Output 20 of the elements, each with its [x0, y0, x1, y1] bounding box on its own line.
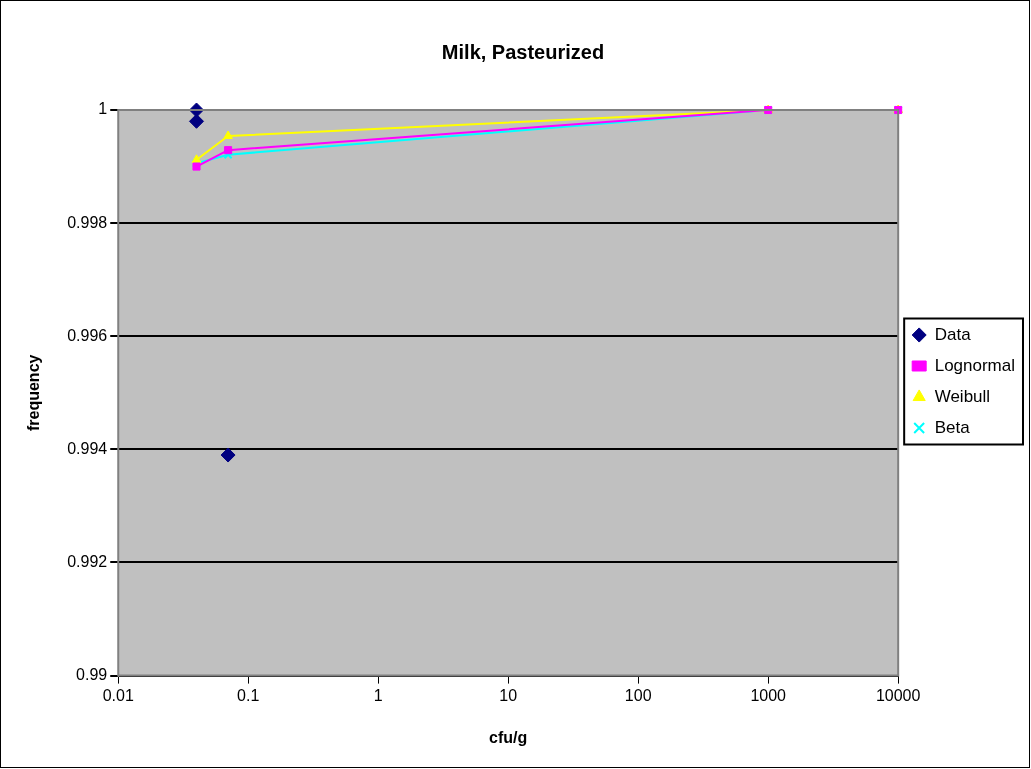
legend-label: Lognormal: [934, 355, 1015, 375]
x-tick-label: 1: [373, 686, 383, 704]
x-axis-title: cfu/g: [489, 728, 528, 746]
y-tick-label: 0.994: [67, 439, 108, 457]
x-tick-label: 1000: [750, 686, 787, 704]
legend-label: Beta: [934, 417, 971, 437]
x-tick-label: 10000: [875, 686, 921, 704]
legend-label: Data: [934, 324, 972, 344]
y-tick-label: 0.998: [67, 213, 108, 231]
y-tick-label: 0.996: [67, 326, 108, 344]
legend-label: Weibull: [934, 386, 991, 406]
y-tick-label: 0.992: [67, 552, 108, 570]
y-axis-title: frequency: [25, 354, 43, 432]
y-tick-label: 1: [98, 100, 108, 118]
chart-title: Milk, Pasteurized: [441, 40, 605, 63]
x-tick-label: 0.01: [102, 686, 134, 704]
y-tick-label: 0.99: [76, 666, 108, 684]
x-tick-label: 0.1: [237, 686, 260, 704]
x-tick-label: 10: [499, 686, 518, 704]
x-tick-label: 100: [624, 686, 652, 704]
